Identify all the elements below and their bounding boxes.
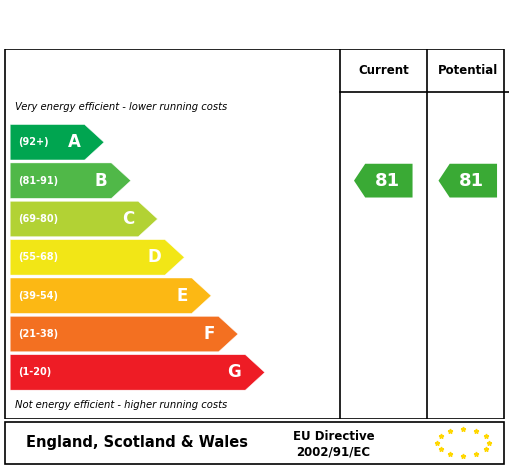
Text: E: E — [176, 287, 188, 304]
Text: (81-91): (81-91) — [18, 176, 58, 186]
Text: (69-80): (69-80) — [18, 214, 58, 224]
Text: 2002/91/EC: 2002/91/EC — [296, 445, 371, 458]
Polygon shape — [439, 164, 497, 198]
Text: Current: Current — [358, 64, 409, 77]
Polygon shape — [10, 355, 265, 390]
Polygon shape — [10, 316, 238, 352]
Polygon shape — [10, 240, 184, 275]
Text: Not energy efficient - higher running costs: Not energy efficient - higher running co… — [15, 401, 228, 410]
Text: F: F — [203, 325, 214, 343]
Polygon shape — [10, 201, 158, 237]
Text: 81: 81 — [375, 172, 400, 190]
Text: (21-38): (21-38) — [18, 329, 58, 339]
Text: EU Directive: EU Directive — [293, 430, 374, 443]
Polygon shape — [10, 278, 211, 313]
Text: (39-54): (39-54) — [18, 290, 58, 301]
Text: Potential: Potential — [438, 64, 498, 77]
Text: (55-68): (55-68) — [18, 252, 58, 262]
Text: D: D — [147, 248, 161, 266]
Text: Energy Efficiency Rating: Energy Efficiency Rating — [92, 13, 417, 36]
Text: (1-20): (1-20) — [18, 368, 51, 377]
Text: B: B — [95, 172, 107, 190]
Text: A: A — [68, 133, 80, 151]
Text: 81: 81 — [459, 172, 485, 190]
Polygon shape — [354, 164, 412, 198]
Text: C: C — [122, 210, 134, 228]
Polygon shape — [10, 163, 131, 198]
Polygon shape — [10, 125, 104, 160]
Text: England, Scotland & Wales: England, Scotland & Wales — [26, 435, 248, 450]
Text: (92+): (92+) — [18, 137, 48, 147]
Bar — [5, 422, 504, 464]
Text: G: G — [228, 363, 241, 382]
Text: Very energy efficient - lower running costs: Very energy efficient - lower running co… — [15, 102, 228, 113]
